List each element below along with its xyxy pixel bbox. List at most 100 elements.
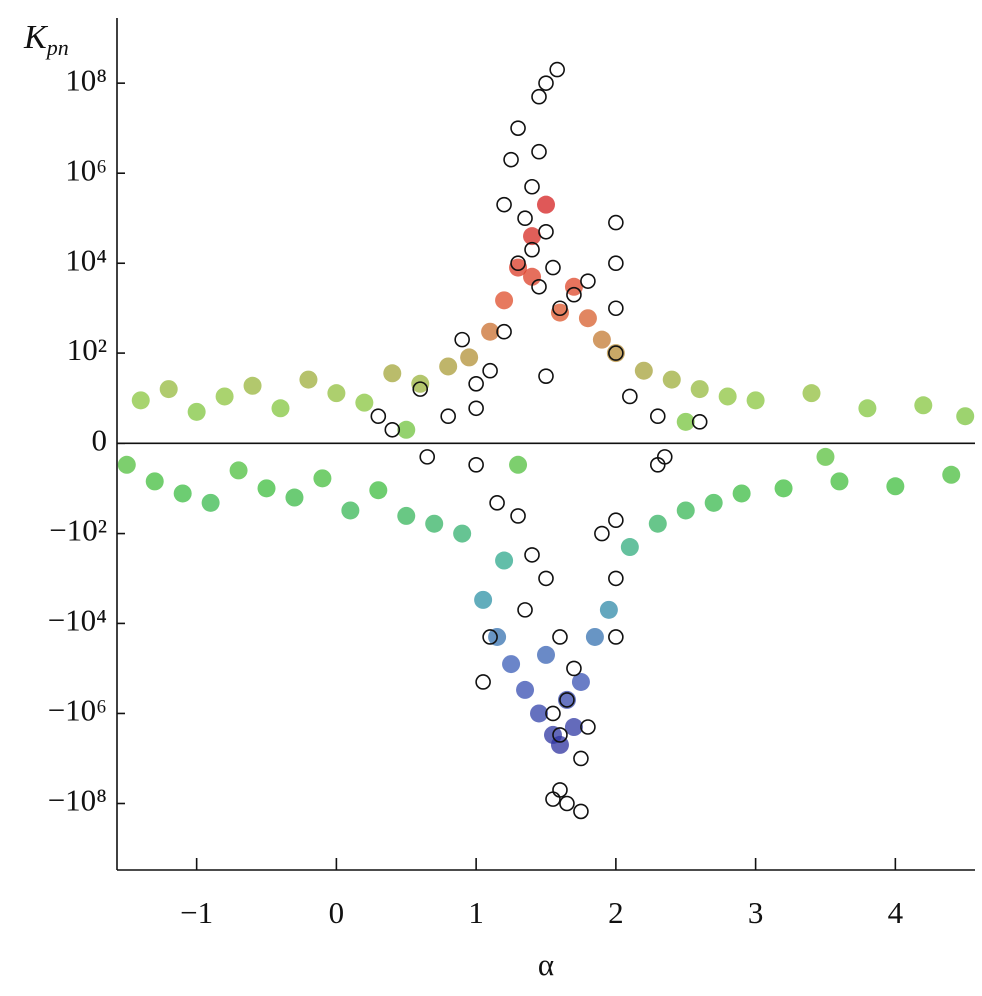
cloud-point — [886, 477, 905, 496]
circle-point — [573, 750, 589, 767]
circle-point — [482, 629, 498, 645]
circle-point — [538, 570, 554, 587]
circle-point — [531, 278, 547, 295]
circle-point — [594, 525, 610, 542]
circle-point — [649, 457, 666, 473]
cloud-point — [718, 387, 737, 406]
cloud-point — [599, 600, 618, 619]
y-axis-label-sub: pn — [45, 35, 69, 60]
cloud-point — [704, 493, 723, 512]
cloud-point — [537, 645, 555, 664]
circle-point — [524, 547, 540, 563]
x-axis-label: α — [538, 947, 554, 982]
circle-point — [468, 457, 484, 473]
cloud-point — [460, 348, 479, 367]
cloud-point — [327, 384, 346, 403]
y-tick-label: −10⁶ — [48, 693, 107, 728]
cloud-point — [299, 370, 318, 389]
circle-point — [566, 286, 582, 303]
cloud-point — [634, 361, 653, 380]
circle-point — [517, 602, 533, 618]
cloud-point — [201, 493, 220, 512]
y-axis-label: Kpn — [23, 19, 69, 60]
cloud-point — [802, 384, 821, 403]
circle-point — [549, 61, 565, 78]
cloud-point — [746, 391, 765, 410]
cloud-point — [495, 291, 514, 310]
y-tick-label: 10⁴ — [65, 242, 107, 277]
cloud-point — [564, 277, 583, 296]
y-tick-label: 10² — [67, 332, 107, 367]
cloud-point — [523, 267, 542, 286]
cloud-point — [117, 455, 136, 474]
x-tick-label: −1 — [180, 895, 213, 930]
circle-point — [531, 88, 547, 105]
circle-point — [370, 408, 387, 425]
circle-point — [608, 512, 624, 529]
circle-point — [510, 508, 526, 524]
circle-point — [517, 210, 533, 227]
cloud-point — [648, 514, 667, 533]
cloud-point — [585, 627, 604, 646]
circle-point — [545, 259, 561, 276]
cloud-point — [914, 396, 933, 415]
cloud-point — [397, 420, 416, 439]
cloud-point — [956, 407, 975, 426]
cloud-point — [285, 488, 304, 507]
cloud-point — [159, 380, 178, 399]
circle-point — [608, 214, 624, 231]
circle-point — [608, 629, 624, 645]
circle-point — [503, 151, 519, 168]
cloud-point — [257, 479, 276, 498]
circle-point — [580, 719, 596, 735]
circle-point — [482, 362, 498, 379]
circle-point — [496, 323, 512, 340]
cloud-point — [243, 376, 262, 395]
cloud-point — [229, 461, 248, 480]
cloud-point — [145, 472, 164, 491]
cloud-point — [774, 479, 793, 498]
cloud-point — [620, 538, 639, 557]
cloud-point — [481, 322, 500, 341]
cloud-point — [425, 514, 444, 533]
cloud-point — [662, 370, 681, 389]
cloud-point — [355, 393, 374, 412]
circle-point — [531, 143, 547, 160]
cloud-point — [858, 399, 877, 418]
y-tick-label: 10⁸ — [65, 62, 107, 97]
cloud-point — [509, 258, 528, 277]
cloud-point — [453, 524, 472, 543]
circle-point — [384, 421, 401, 438]
circle-point — [580, 273, 596, 289]
circle-point — [412, 381, 429, 397]
cloud-point — [537, 195, 555, 214]
circle-point — [475, 674, 491, 690]
circle-point — [559, 692, 575, 708]
circle-point — [622, 388, 638, 405]
cloud-point — [530, 704, 549, 723]
circle-point — [454, 331, 470, 348]
cloud-point — [523, 227, 542, 246]
circle-point — [524, 241, 540, 258]
cloud-point — [502, 655, 521, 674]
cloud-point — [383, 364, 402, 383]
circle-point — [552, 727, 568, 743]
circle-point — [538, 368, 554, 384]
y-tick-label: −10² — [49, 513, 107, 548]
x-tick-label: 2 — [608, 895, 624, 930]
cloud-point — [411, 374, 430, 393]
cloud-point — [313, 469, 332, 488]
circle-point — [649, 408, 666, 425]
cloud-point — [187, 402, 206, 421]
circle-point — [608, 345, 624, 361]
circle-point — [552, 782, 568, 798]
cloud-point — [550, 303, 569, 322]
circle-point — [566, 660, 582, 677]
cloud-point — [690, 380, 709, 399]
circle-point — [559, 795, 575, 812]
circle-point — [552, 300, 568, 317]
cloud-point — [509, 455, 528, 474]
cloud-point — [397, 506, 416, 525]
cloud-point — [341, 501, 360, 520]
circle-point — [552, 629, 568, 645]
